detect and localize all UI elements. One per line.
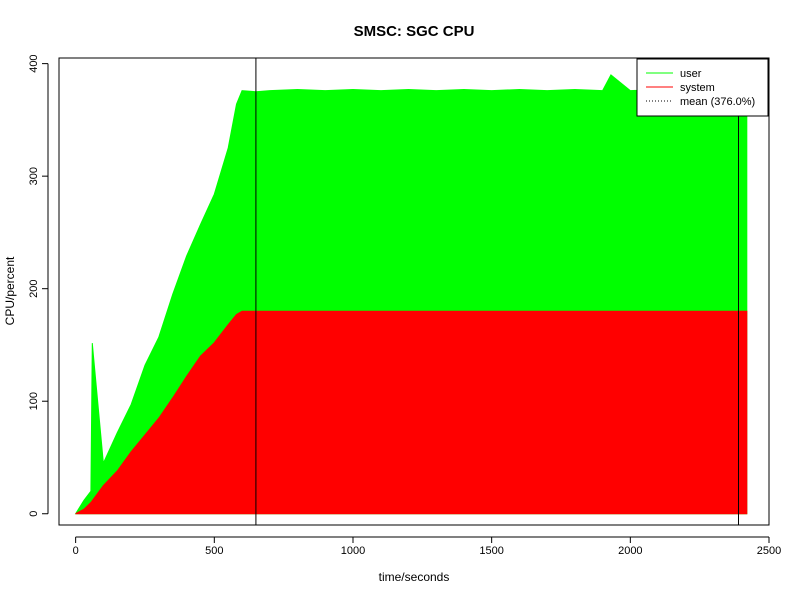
x-axis: 0 500 1000 1500 2000 2500: [73, 536, 781, 557]
x-tick-label-1000: 1000: [341, 545, 365, 557]
x-tick-label-1500: 1500: [479, 545, 503, 557]
x-tick-label-2000: 2000: [618, 545, 642, 557]
x-axis-label: time/seconds: [379, 570, 450, 584]
x-tick-label-0: 0: [73, 545, 79, 557]
series-system-area: [75, 310, 748, 515]
plot-vlines: [255, 58, 739, 525]
y-tick-label-300: 300: [28, 167, 40, 185]
plot-frame: [58, 57, 770, 526]
plot-areas: [74, 74, 748, 515]
legend-label-2: mean (376.0%): [680, 96, 755, 108]
y-axis: 0 100 200 300 400: [28, 54, 49, 517]
x-tick-label-2500: 2500: [757, 545, 781, 557]
chart-title: SMSC: SGC CPU: [354, 23, 475, 40]
legend-label-0: user: [680, 68, 702, 80]
y-tick-label-0: 0: [28, 511, 40, 517]
legend-label-1: system: [680, 82, 715, 94]
x-tick-label-500: 500: [205, 545, 223, 557]
y-tick-label-200: 200: [28, 280, 40, 298]
y-axis-label: CPU/percent: [3, 256, 17, 325]
y-tick-label-400: 400: [28, 54, 40, 72]
y-tick-label-100: 100: [28, 392, 40, 410]
legend: user system mean (376.0%): [636, 58, 769, 117]
